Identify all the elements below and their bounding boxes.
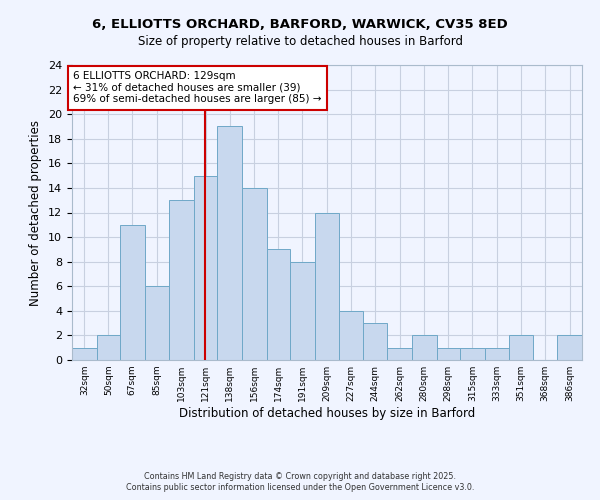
Bar bbox=[437, 348, 460, 360]
Text: Size of property relative to detached houses in Barford: Size of property relative to detached ho… bbox=[137, 35, 463, 48]
Bar bbox=[266, 250, 290, 360]
Bar bbox=[72, 348, 97, 360]
Text: Contains HM Land Registry data © Crown copyright and database right 2025.: Contains HM Land Registry data © Crown c… bbox=[144, 472, 456, 481]
Text: 6 ELLIOTTS ORCHARD: 129sqm
← 31% of detached houses are smaller (39)
69% of semi: 6 ELLIOTTS ORCHARD: 129sqm ← 31% of deta… bbox=[73, 71, 322, 104]
Bar bbox=[145, 286, 169, 360]
Bar bbox=[412, 336, 437, 360]
Y-axis label: Number of detached properties: Number of detached properties bbox=[29, 120, 43, 306]
Bar bbox=[509, 336, 533, 360]
Bar bbox=[217, 126, 242, 360]
Bar bbox=[194, 176, 217, 360]
Bar bbox=[120, 225, 145, 360]
Bar bbox=[314, 212, 340, 360]
Bar bbox=[242, 188, 266, 360]
Bar bbox=[290, 262, 314, 360]
Bar bbox=[362, 323, 388, 360]
Bar bbox=[485, 348, 509, 360]
Bar bbox=[557, 336, 582, 360]
X-axis label: Distribution of detached houses by size in Barford: Distribution of detached houses by size … bbox=[179, 407, 475, 420]
Bar bbox=[340, 311, 362, 360]
Bar bbox=[388, 348, 412, 360]
Text: 6, ELLIOTTS ORCHARD, BARFORD, WARWICK, CV35 8ED: 6, ELLIOTTS ORCHARD, BARFORD, WARWICK, C… bbox=[92, 18, 508, 30]
Bar bbox=[97, 336, 120, 360]
Bar bbox=[460, 348, 485, 360]
Text: Contains public sector information licensed under the Open Government Licence v3: Contains public sector information licen… bbox=[126, 484, 474, 492]
Bar bbox=[169, 200, 194, 360]
